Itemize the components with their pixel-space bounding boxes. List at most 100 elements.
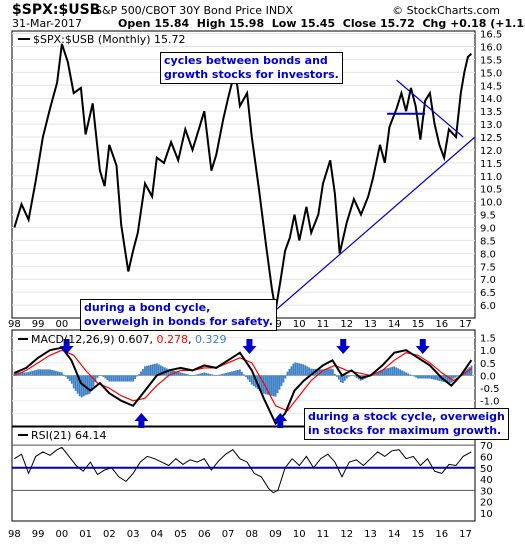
macd-y-tick: -0.5 (480, 384, 500, 395)
macd-histogram-bar (78, 375, 81, 397)
macd-histogram-bar (58, 371, 61, 376)
macd-histogram-bar (337, 375, 340, 380)
cycle-arrow-up (273, 413, 288, 428)
macd-histogram-bar (39, 369, 41, 376)
macd-legend-histogram: 0.329 (195, 333, 227, 346)
macd-histogram-bar (405, 372, 408, 376)
chart-symbol: $SPX:$USB (12, 2, 100, 18)
cycle-arrow-down (59, 339, 74, 354)
macd-histogram-bar (274, 375, 277, 397)
macd-histogram-bar (177, 371, 180, 376)
cycle-arrow-down (415, 339, 430, 354)
x-tick-bottom: 05 (174, 529, 187, 540)
macd-histogram-bar (387, 367, 390, 376)
macd-histogram-bar (138, 373, 140, 376)
macd-histogram-bar (195, 374, 198, 376)
macd-histogram-bar (417, 375, 419, 379)
cycle-arrow-down (242, 339, 257, 354)
macd-histogram-bar (454, 375, 457, 378)
price-y-tick: 13.0 (480, 120, 502, 131)
macd-histogram-bar (108, 375, 111, 382)
macd-histogram-bar (148, 365, 150, 376)
annotation-stock-cycle: during a stock cycle, overweigh in stock… (304, 408, 509, 440)
macd-histogram-bar (96, 375, 99, 378)
macd-lines (14, 346, 473, 426)
macd-histogram-bar (316, 369, 319, 376)
macd-histogram-bar (456, 375, 459, 377)
macd-histogram-bar (203, 372, 206, 376)
x-tick-top: 16 (435, 319, 448, 330)
macd-histogram-bar (221, 373, 224, 376)
macd-histogram-bar (399, 369, 402, 376)
macd-histogram-bar (436, 375, 439, 381)
macd-histogram-bar (332, 369, 334, 376)
x-tick-bottom: 01 (79, 529, 92, 540)
rsi-line (14, 446, 472, 494)
macd-histogram-bar (244, 375, 247, 377)
macd-histogram-bar (116, 375, 119, 382)
cycle-arrow-down (336, 339, 351, 354)
macd-y-tick: 1.5 (480, 334, 496, 345)
macd-histogram-bar (379, 370, 382, 376)
macd-histogram-bar (136, 375, 138, 377)
macd-histogram-bar (452, 375, 455, 379)
macd-histogram-bar (430, 375, 433, 380)
macd-histogram-bar (468, 367, 471, 376)
macd-histogram-bar (159, 365, 162, 376)
annotation-bond-line1: during a bond cycle, (84, 301, 211, 314)
rsi-legend: RSI(21) 64.14 (18, 429, 106, 442)
macd-histogram-bar (155, 363, 158, 376)
macd-histogram-bar (199, 373, 202, 376)
macd-histogram-bar (41, 369, 43, 376)
macd-histogram-bar (64, 375, 67, 377)
macd-histogram-bar (296, 362, 299, 376)
annotation-cycles: cycles between bonds and growth stocks f… (160, 52, 343, 84)
price-y-tick: 14.0 (480, 94, 502, 105)
x-axis-labels-bottom: 98 99 00 01 02 03 04 05 06 07 08 09 10 11 12 13 14 15 16 17 (8, 529, 472, 540)
x-tick-top: 15 (412, 319, 425, 330)
macd-histogram-bar (266, 375, 269, 395)
macd-histogram-bar (124, 375, 127, 382)
cycle-arrow-up (134, 413, 149, 428)
macd-histogram-bar (284, 375, 287, 379)
macd-histogram-bar (118, 375, 121, 382)
macd-histogram-bar (175, 371, 178, 376)
macd-histogram-bar (27, 371, 30, 376)
macd-histogram-bar (98, 374, 101, 376)
macd-histogram-bar (393, 366, 396, 376)
rsi-y-tick: 40 (480, 475, 493, 486)
macd-histogram-bar (161, 366, 164, 376)
macd-histogram-bar (318, 369, 320, 376)
macd-histogram-bar (419, 375, 421, 379)
macd-histogram-bar (292, 363, 295, 376)
macd-histogram-bar (201, 372, 204, 376)
annotation-bond-line2: overweigh in bonds for safety. (84, 315, 273, 328)
price-y-tick: 16.0 (480, 43, 502, 54)
macd-histogram-bar (268, 375, 271, 396)
x-tick-bottom: 06 (198, 529, 211, 540)
macd-histogram-bar (33, 370, 36, 376)
macd-histogram-bar (421, 375, 423, 379)
price-y-tick: 15.5 (480, 55, 502, 66)
macd-legend-text: MACD(12,26,9) 0.607, 0.278, 0.329 (31, 333, 227, 346)
x-tick-bottom: 09 (269, 529, 282, 540)
macd-histogram-bar (428, 375, 431, 379)
price-y-tick: 14.5 (480, 81, 502, 92)
rsi-y-tick: 30 (480, 486, 493, 497)
macd-histogram-bar (146, 365, 148, 376)
macd-histogram-bar (413, 375, 415, 377)
macd-histogram-bar (122, 375, 125, 382)
macd-histogram-bar (258, 375, 261, 391)
x-tick-bottom: 02 (103, 529, 116, 540)
macd-histogram-bar (278, 375, 281, 390)
macd-histogram-bar (219, 374, 222, 376)
macd-histogram-bar (19, 372, 22, 376)
x-tick-top: 12 (340, 319, 353, 330)
macd-legend-label: MACD(12,26,9) (31, 333, 115, 346)
macd-line (14, 346, 473, 426)
chart-description: S&P 500/CBOT 30Y Bond Price INDX (95, 4, 294, 17)
macd-histogram-bar (306, 366, 309, 376)
x-tick-top: 13 (364, 319, 377, 330)
x-tick-bottom: 11 (317, 529, 330, 540)
price-y-tick: 11.5 (480, 159, 502, 170)
